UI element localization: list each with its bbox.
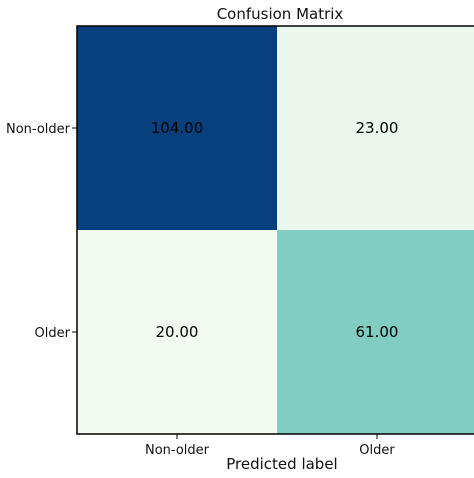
cell-value-label-r1-c1: 61.00 [356, 323, 399, 341]
y-tick-label-0: Non-older [6, 122, 71, 137]
chart-title: Confusion Matrix [217, 5, 344, 23]
heatmap-cells [77, 26, 474, 434]
x-tick-label-1: Older [359, 443, 395, 458]
x-axis-label: Predicted label [226, 455, 337, 473]
heatmap-cell-r1-c1 [277, 230, 474, 434]
heatmap-cell-labels: 104.00 23.00 20.00 61.00 [151, 119, 399, 341]
y-tick-label-1: Older [35, 326, 71, 341]
x-tick-label-0: Non-older [145, 443, 210, 458]
plot-frame [76, 25, 474, 435]
x-axis-ticks: Non-older Older [145, 434, 395, 458]
cell-value-label-r0-c0: 104.00 [151, 119, 204, 137]
heatmap-cell-r1-c0 [77, 230, 277, 434]
cell-value-label-r0-c1: 23.00 [356, 119, 399, 137]
heatmap-cell-r0-c1 [277, 26, 474, 230]
heatmap-cell-r0-c0 [77, 26, 277, 230]
y-axis-ticks: Non-older Older [6, 122, 77, 341]
cell-value-label-r1-c0: 20.00 [156, 323, 199, 341]
